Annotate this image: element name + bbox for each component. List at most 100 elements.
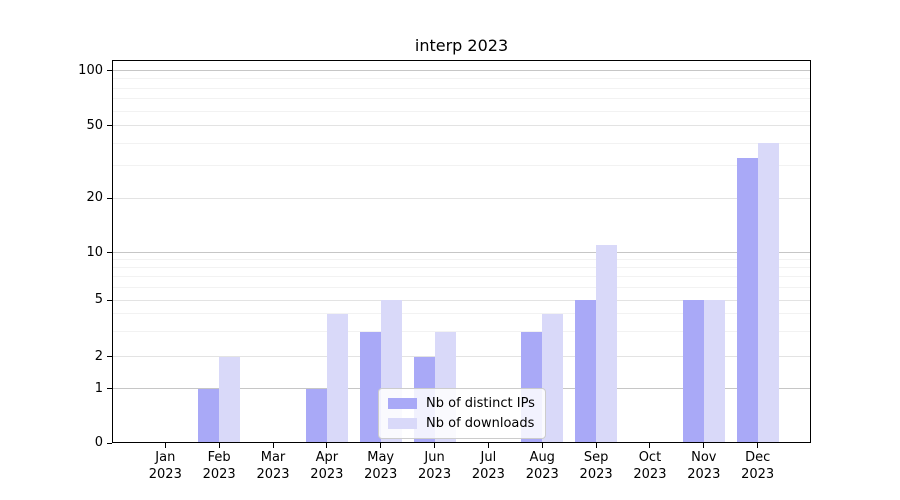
legend-label-downloads: Nb of downloads — [426, 416, 535, 431]
legend-swatch-distinct-ips — [388, 398, 417, 409]
y-tick-mark — [107, 388, 112, 389]
x-tick-year: 2023 — [364, 467, 398, 482]
legend-swatch-downloads — [388, 418, 417, 429]
x-tick-year: 2023 — [418, 467, 452, 482]
y-tick-label: 1 — [94, 380, 103, 396]
bar-downloads-dec — [757, 143, 779, 442]
major-grid-line — [113, 356, 810, 357]
x-tick-year: 2023 — [525, 467, 559, 482]
y-tick-mark — [107, 125, 112, 126]
x-tick-mark — [487, 443, 489, 448]
minor-grid-line — [113, 276, 810, 278]
x-tick-label: Jun 2023 — [407, 449, 463, 483]
x-tick-mark — [218, 443, 220, 448]
chart-title: interp 2023 — [414, 36, 509, 55]
minor-grid-line — [113, 87, 810, 89]
bar-ips-sep — [575, 300, 597, 442]
bar-downloads-sep — [596, 245, 618, 442]
decade-grid-line — [113, 70, 810, 71]
x-tick-mark — [164, 443, 166, 448]
x-tick-label: Jul 2023 — [460, 449, 516, 483]
minor-grid-line — [113, 287, 810, 288]
x-tick-year: 2023 — [471, 467, 505, 482]
x-tick-month: Aug — [529, 450, 555, 465]
bar-downloads-feb — [219, 356, 241, 442]
x-tick-month: Feb — [207, 450, 231, 465]
x-tick-label: May 2023 — [353, 449, 409, 483]
x-tick-month: Sep — [583, 450, 609, 465]
y-tick-mark — [107, 442, 112, 444]
x-tick-month: Dec — [745, 450, 771, 465]
x-tick-mark — [434, 443, 436, 448]
minor-grid-line — [113, 313, 810, 315]
y-tick-label: 100 — [78, 62, 103, 78]
x-tick-label: Oct 2023 — [622, 449, 678, 483]
x-tick-month: Oct — [638, 450, 662, 465]
y-tick-mark — [107, 197, 112, 199]
major-grid-line — [113, 125, 810, 126]
x-tick-year: 2023 — [633, 467, 667, 482]
x-tick-label: Sep 2023 — [568, 449, 624, 483]
legend-item-distinct-ips: Nb of distinct IPs — [388, 395, 535, 412]
bar-ips-dec — [736, 158, 758, 442]
x-tick-month: Jun — [424, 450, 445, 465]
x-tick-label: Aug 2023 — [514, 449, 570, 483]
x-tick-label: Apr 2023 — [299, 449, 355, 483]
y-tick-label: 20 — [86, 190, 103, 205]
y-tick-mark — [107, 356, 112, 357]
x-tick-month: Nov — [691, 450, 717, 465]
x-tick-mark — [272, 443, 274, 448]
x-tick-year: 2023 — [256, 467, 290, 482]
bar-downloads-apr — [326, 313, 348, 442]
bar-ips-apr — [305, 388, 327, 442]
y-tick-label: 50 — [86, 117, 103, 133]
x-tick-mark — [649, 443, 651, 448]
x-tick-mark — [703, 443, 705, 448]
bar-ips-nov — [682, 300, 704, 442]
x-tick-month: Apr — [315, 450, 339, 465]
minor-grid-line — [113, 330, 810, 332]
x-tick-mark — [541, 443, 543, 448]
x-tick-mark — [757, 443, 759, 448]
y-tick-label: 10 — [86, 244, 103, 260]
x-tick-year: 2023 — [148, 467, 182, 482]
x-tick-mark — [380, 443, 382, 448]
bar-downloads-nov — [703, 300, 725, 442]
legend-label-distinct-ips: Nb of distinct IPs — [426, 396, 535, 411]
x-tick-mark — [326, 443, 328, 448]
y-tick-mark — [107, 70, 112, 71]
x-tick-month: Mar — [260, 450, 286, 465]
bar-ips-feb — [198, 388, 220, 442]
x-tick-month: Jul — [480, 450, 497, 465]
x-tick-year: 2023 — [741, 467, 775, 482]
x-tick-label: Dec 2023 — [730, 449, 786, 483]
x-tick-label: Mar 2023 — [245, 449, 301, 483]
x-tick-label: Jan 2023 — [137, 449, 193, 483]
y-tick-mark — [107, 299, 112, 301]
minor-grid-line — [113, 267, 810, 269]
y-tick-label: 5 — [94, 292, 103, 307]
bar-downloads-aug — [542, 313, 564, 442]
x-tick-year: 2023 — [310, 467, 344, 482]
plot-area — [112, 60, 811, 443]
minor-grid-line — [113, 259, 810, 261]
major-grid-line — [113, 299, 810, 301]
bar-ips-may — [359, 331, 381, 442]
minor-grid-line — [113, 78, 810, 80]
minor-grid-line — [113, 142, 810, 144]
legend: Nb of distinct IPs Nb of downloads — [378, 388, 546, 439]
x-tick-label: Feb 2023 — [191, 449, 247, 483]
x-tick-year: 2023 — [687, 467, 721, 482]
y-tick-label: 2 — [94, 348, 103, 364]
minor-grid-line — [113, 110, 810, 112]
y-tick-mark — [107, 252, 112, 253]
minor-grid-line — [113, 98, 810, 100]
x-tick-month: May — [367, 450, 395, 465]
legend-item-downloads: Nb of downloads — [388, 415, 535, 432]
x-tick-year: 2023 — [579, 467, 613, 482]
x-tick-year: 2023 — [202, 467, 236, 482]
x-tick-month: Jan — [155, 450, 176, 465]
major-grid-line — [113, 197, 810, 199]
y-tick-label: 0 — [94, 435, 103, 450]
